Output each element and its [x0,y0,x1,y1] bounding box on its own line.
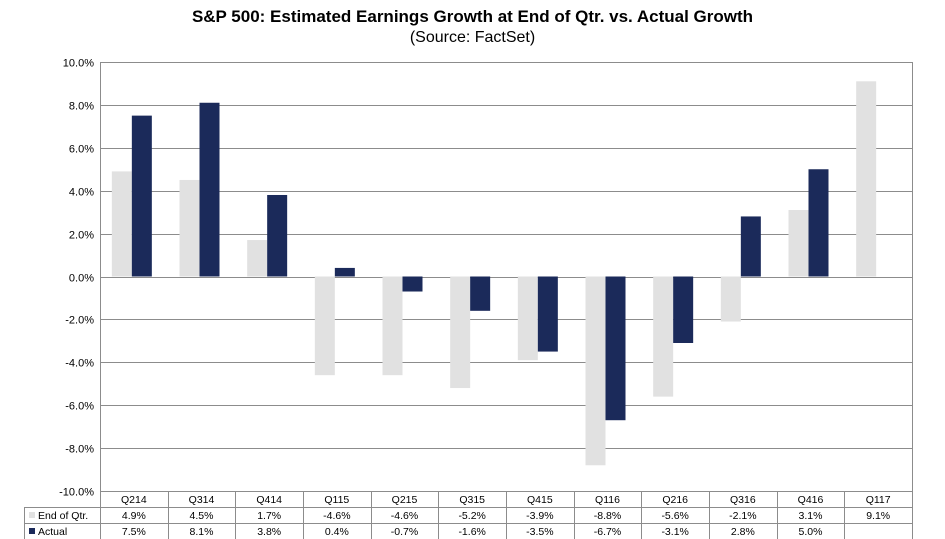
bar-end-of-qtr [585,276,606,466]
x-tick-label: Q414 [256,494,282,506]
bar-actual [808,169,829,277]
x-tick-label: Q117 [866,494,891,506]
data-label: -0.7% [391,526,418,538]
x-tick-label: Q314 [189,494,215,506]
data-label: -3.5% [526,526,553,538]
data-label: -1.6% [458,526,485,538]
data-label: -6.7% [594,526,621,538]
bar-end-of-qtr [179,179,200,277]
data-label: -5.6% [661,510,688,522]
bar-actual [267,194,288,277]
data-label: -4.6% [391,510,418,522]
data-label: 4.9% [122,510,146,522]
x-tick-label: Q214 [121,494,147,506]
legend-swatch [29,528,35,534]
x-tick-label: Q115 [324,494,349,506]
y-tick-label: 8.0% [69,101,94,113]
data-label: 4.5% [190,510,214,522]
y-tick-label: 0.0% [69,273,94,285]
gridlines [100,62,912,492]
data-label: -3.9% [526,510,553,522]
legend-label: Actual [38,526,67,538]
bar-end-of-qtr [111,171,132,277]
legend-label: End of Qtr. [38,510,88,522]
bars [111,81,877,466]
data-label: 2.8% [731,526,755,538]
bar-end-of-qtr [517,276,538,361]
y-tick-label: 2.0% [69,230,94,242]
data-label: 0.4% [325,526,349,538]
data-label: 7.5% [122,526,146,538]
y-tick-label: -2.0% [65,315,94,327]
bar-end-of-qtr [382,276,403,376]
data-label: 3.1% [799,510,823,522]
y-tick-label: -6.0% [65,401,94,413]
chart-subtitle: (Source: FactSet) [409,29,536,46]
x-tick-label: Q216 [662,494,688,506]
x-tick-label: Q416 [798,494,824,506]
bar-actual [605,276,626,421]
data-label: -4.6% [323,510,350,522]
chart-title: S&P 500: Estimated Earnings Growth at En… [191,7,754,26]
x-tick-label: Q215 [392,494,418,506]
data-label: 8.1% [190,526,214,538]
axes: 10.0% 8.0% 6.0% 4.0% 2.0% 0.0% -2.0% -4.0% -6.0%… [59,58,913,499]
x-tick-label: Q415 [527,494,553,506]
y-tick-label: 6.0% [69,144,94,156]
bar-actual [740,216,761,277]
bar-actual [334,267,355,277]
data-table: Q214 Q314 Q414 Q115 Q215 Q315 Q415 Q116 Q216 Q316… [24,491,913,539]
bar-end-of-qtr [653,276,674,397]
y-tick-label: 4.0% [69,187,94,199]
bar-end-of-qtr [450,276,471,389]
data-label: 5.0% [799,526,823,538]
bar-end-of-qtr [314,276,335,376]
x-tick-label: Q116 [595,494,620,506]
data-label: -2.1% [729,510,756,522]
y-tick-label: 10.0% [63,58,94,70]
data-label: -3.1% [661,526,688,538]
data-label: -5.2% [458,510,485,522]
bar-end-of-qtr [720,276,741,322]
data-label: 3.8% [257,526,281,538]
bar-end-of-qtr [788,210,809,277]
legend-swatch [29,512,35,518]
bar-end-of-qtr [247,240,268,277]
data-label: -8.8% [594,510,621,522]
x-tick-label: Q316 [730,494,756,506]
data-label: 9.1% [866,510,890,522]
data-label: 1.7% [257,510,281,522]
bar-actual [673,276,694,343]
bar-actual [131,115,152,277]
bar-actual [199,102,220,277]
bar-actual [402,276,423,292]
y-tick-label: -4.0% [65,358,94,370]
x-tick-label: Q315 [459,494,485,506]
bar-actual [470,276,491,311]
y-tick-label: -8.0% [65,444,94,456]
y-tick-label: -10.0% [59,487,94,499]
bar-actual [537,276,558,352]
bar-end-of-qtr [856,81,877,277]
